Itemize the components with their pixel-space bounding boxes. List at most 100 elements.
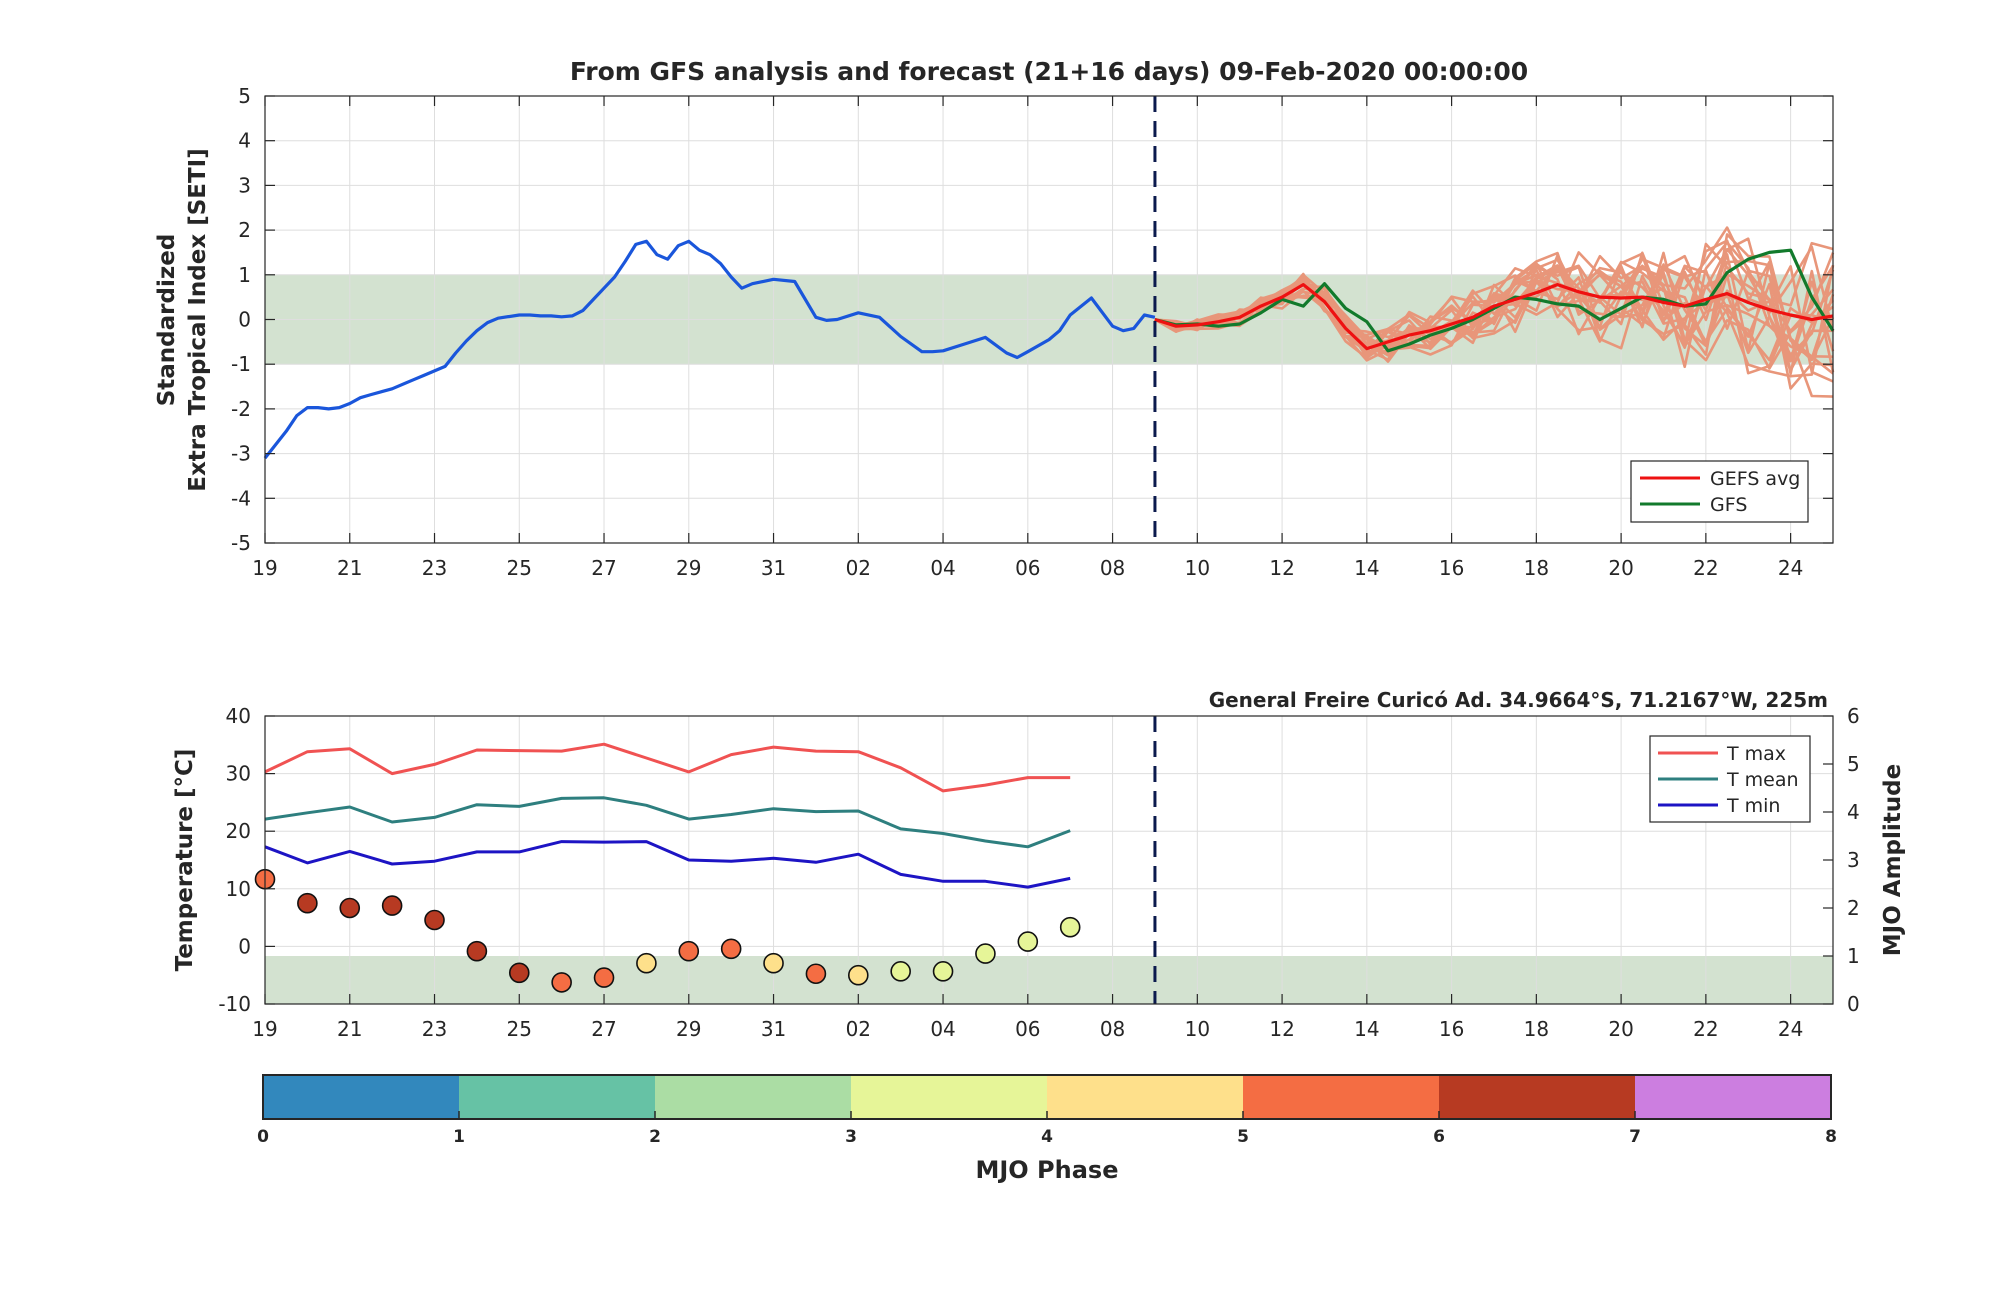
colorbar-tick-label: 4	[1041, 1127, 1053, 1147]
mjo-amplitude-dot	[890, 961, 911, 982]
legend-label-gfs: GFS	[1710, 494, 1747, 516]
mjo-amplitude-dot	[763, 952, 784, 974]
seti-ytick-label: 1	[238, 263, 251, 287]
seti-xtick-label: 18	[1524, 556, 1549, 580]
temperature-xtick-label: 20	[1608, 1017, 1633, 1041]
mjo-amplitude-dot	[297, 892, 318, 914]
mjo-amplitude-dot	[678, 940, 700, 962]
colorbar-tick-label: 5	[1237, 1127, 1249, 1147]
mjo-amplitude-dot	[381, 895, 403, 916]
station-title: General Freire Curicó Ad. 34.9664°S, 71.…	[1209, 688, 1828, 712]
temperature-ytick-label: 10	[226, 877, 251, 901]
seti-xtick-label: 29	[676, 556, 701, 580]
colorbar-tick-label: 6	[1433, 1127, 1445, 1147]
mjo-ytick-label: 4	[1847, 800, 1860, 824]
ensemble-members	[1154, 226, 1835, 398]
temperature-ylabel: Temperature [°C]	[172, 749, 198, 972]
seti-chart: 19 21 23 25 27 29 31 02 04 06 08 10 12 14 16 18 20 22 2454…	[154, 57, 1835, 580]
seti-xtick-label: 04	[930, 556, 955, 580]
temperature-ytick-label: 0	[238, 934, 251, 958]
seti-xtick-label: 27	[591, 556, 616, 580]
mjo-ytick-label: 1	[1847, 944, 1860, 968]
colorbar-cell	[1243, 1075, 1440, 1119]
colorbar-tick-label: 0	[257, 1127, 269, 1147]
colorbar-cell	[263, 1075, 460, 1119]
tmax-line	[264, 742, 1071, 793]
temperature-xtick-label: 19	[252, 1017, 277, 1041]
seti-xtick-label: 10	[1185, 556, 1210, 580]
temperature-series	[264, 742, 1071, 889]
mjo-ytick-label: 3	[1847, 848, 1860, 872]
seti-ytick-label: 2	[238, 218, 251, 242]
seti-xtick-label: 23	[422, 556, 447, 580]
colorbar-label: MJO Phase	[975, 1156, 1118, 1184]
seti-ytick-label: -2	[231, 397, 251, 421]
mjo-amplitude-ylabel: MJO Amplitude	[1880, 764, 1906, 956]
mjo-ytick-label: 5	[1847, 752, 1860, 776]
colorbar-cell	[851, 1075, 1048, 1119]
seti-ytick-label: -1	[231, 352, 251, 376]
seti-ylabel-line2: Extra Tropical Index [SETI]	[185, 148, 211, 492]
seti-analysis-line	[263, 239, 1156, 460]
mjo-amplitude-dot	[593, 967, 615, 988]
seti-xtick-label: 02	[846, 556, 871, 580]
temperature-xtick-label: 21	[337, 1017, 362, 1041]
colorbar-tick-label: 3	[845, 1127, 857, 1147]
mjo-ytick-label: 6	[1847, 704, 1860, 728]
ensemble-member-line	[1154, 242, 1835, 363]
seti-xtick-label: 22	[1693, 556, 1718, 580]
colorbar-cells	[263, 1075, 1832, 1119]
temperature-xtick-label: 04	[930, 1017, 955, 1041]
legend-label-gefs-avg: GEFS avg	[1710, 468, 1800, 490]
legend-label-tmin: T min	[1726, 795, 1780, 817]
mjo-amplitude-dot	[975, 943, 996, 964]
temperature-xtick-label: 29	[676, 1017, 701, 1041]
seti-xtick-label: 16	[1439, 556, 1464, 580]
seti-title: From GFS analysis and forecast (21+16 da…	[570, 57, 1528, 86]
temperature-xtick-label: 12	[1269, 1017, 1294, 1041]
temperature-ytick-label: 40	[226, 704, 251, 728]
mjo-amplitude-dot	[636, 952, 657, 974]
mjo-amplitude-dot	[847, 964, 869, 986]
temperature-legend: T max T mean T min	[1649, 735, 1811, 823]
temperature-xtick-label: 18	[1524, 1017, 1549, 1041]
seti-ytick-label: 3	[238, 173, 251, 197]
temperature-xtick-label: 22	[1693, 1017, 1718, 1041]
mjo-amplitude-dot	[339, 897, 361, 919]
seti-xtick-label: 14	[1354, 556, 1379, 580]
gefs-avg-line	[1154, 283, 1834, 351]
mjo-amplitude-dot	[720, 938, 742, 960]
seti-ylabel-line1: Standardized	[154, 234, 180, 407]
seti-xtick-label: 12	[1269, 556, 1294, 580]
seti-ticks: 19 21 23 25 27 29 31 02 04 06 08 10 12 14 16 18 20 22 2454…	[231, 84, 1833, 580]
seti-ytick-label: -4	[231, 486, 251, 510]
mjo-band	[265, 956, 1833, 1004]
mjo-amplitude-dot	[1017, 931, 1039, 952]
temperature-ticks: 19 21 23 25 27 29 31 02 04 06 08 10 12 14 16 18 20 22 2440…	[218, 704, 1859, 1041]
mjo-amplitude-dot	[805, 963, 827, 985]
mjo-ytick-label: 2	[1847, 896, 1860, 920]
mjo-amplitude-dot	[508, 962, 530, 984]
colorbar-cell	[1635, 1075, 1832, 1119]
colorbar-cell	[1439, 1075, 1636, 1119]
temperature-xtick-label: 06	[1015, 1017, 1040, 1041]
seti-xtick-label: 19	[252, 556, 277, 580]
gfs-line	[1154, 248, 1835, 353]
colorbar-cell	[655, 1075, 852, 1119]
temperature-xtick-label: 27	[591, 1017, 616, 1041]
colorbar-tick-label: 2	[649, 1127, 661, 1147]
temperature-xtick-label: 25	[507, 1017, 532, 1041]
temperature-xtick-label: 31	[761, 1017, 786, 1041]
seti-xtick-label: 20	[1608, 556, 1633, 580]
seti-xtick-label: 24	[1778, 556, 1803, 580]
seti-ytick-label: -5	[231, 531, 251, 555]
seti-ytick-label: -3	[231, 442, 251, 466]
temperature-xtick-label: 16	[1439, 1017, 1464, 1041]
temperature-xtick-label: 10	[1185, 1017, 1210, 1041]
temperature-xtick-label: 02	[846, 1017, 871, 1041]
temperature-chart: 19 21 23 25 27 29 31 02 04 06 08 10 12 14 16 18 20 22 2440…	[172, 688, 1906, 1041]
seti-xtick-label: 06	[1015, 556, 1040, 580]
colorbar-ticks: 0 1 2 3 4 5 6 7 8	[257, 1111, 1837, 1147]
seti-xtick-label: 31	[761, 556, 786, 580]
colorbar-cell	[1047, 1075, 1244, 1119]
